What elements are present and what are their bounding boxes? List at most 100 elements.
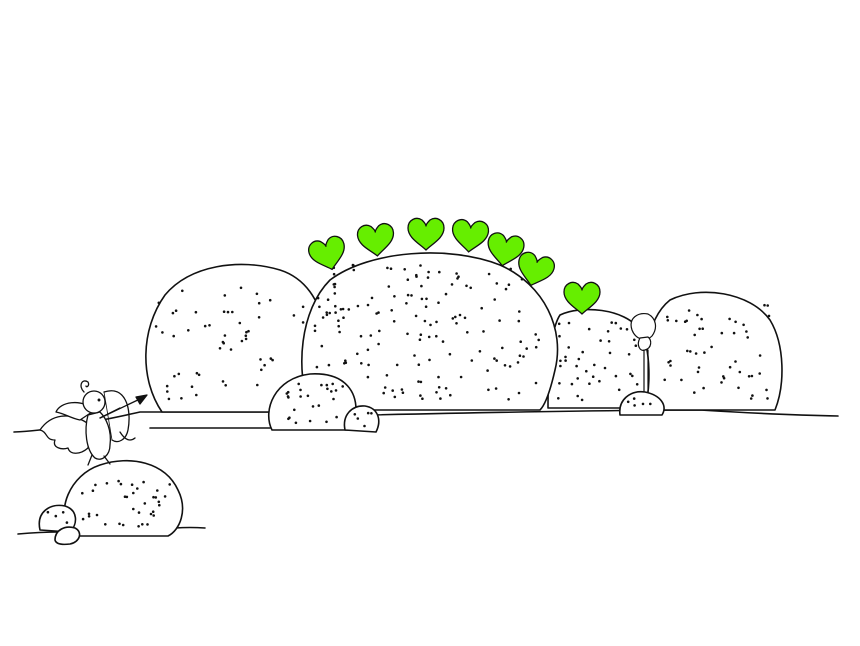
texture-dot [331,382,335,386]
texture-dot [427,335,431,339]
texture-dot [487,272,491,276]
texture-dot [439,397,442,400]
texture-dot [154,496,158,499]
texture-dot [421,397,424,401]
texture-dot [598,379,601,383]
texture-dot [294,421,298,425]
texture-dot [663,378,666,382]
texture-dot [311,405,315,408]
texture-dot [465,284,468,288]
texture-dot [591,375,595,379]
texture-dot [146,523,149,526]
texture-dot [149,512,153,516]
texture-dot [158,503,161,507]
texture-dot [119,482,123,486]
texture-dot [710,345,713,349]
texture-dot [271,358,274,362]
texture-dot [136,487,139,490]
texture-dot [525,347,528,350]
texture-dot [244,334,248,338]
texture-dot [456,277,459,280]
texture-dot [487,388,490,392]
texture-dot [173,374,176,378]
texture-dot [635,383,639,386]
texture-dot [297,382,301,386]
texture-dot [157,500,161,504]
texture-dot [742,323,745,327]
bush-right [643,291,783,411]
texture-dot [87,515,91,518]
texture-dot [498,319,501,322]
texture-dot [627,353,631,356]
texture-dot [435,391,438,394]
texture-dot [260,368,263,372]
texture-dot [390,309,394,312]
texture-dot [463,316,467,320]
texture-dot [221,340,225,344]
texture-dot [559,359,562,363]
texture-dot [693,333,696,337]
heart-2 [356,223,395,257]
texture-dot [417,380,420,383]
texture-dot [167,397,171,401]
texture-dot [406,332,409,336]
texture-dot [356,352,359,356]
texture-dot [451,317,455,320]
texture-dot [738,370,742,374]
texture-dot [437,375,440,379]
texture-dot [632,397,636,400]
texture-dot [123,495,127,499]
texture-dot [419,380,423,384]
bush-tiny-front [343,405,380,433]
texture-dot [366,348,370,352]
texture-dot [325,313,329,317]
texture-dot [130,483,134,487]
texture-dot [593,363,596,367]
texture-dot [356,304,360,308]
texture-dot [363,424,366,428]
texture-dot [588,382,591,386]
texture-dot [435,334,438,338]
peeking-figure [630,313,657,393]
texture-dot [259,358,262,361]
texture-dot [558,382,561,385]
texture-dot [614,374,618,378]
texture-dot [425,297,428,301]
texture-dot [118,522,121,526]
texture-dot [338,330,341,334]
texture-dot [419,264,422,267]
texture-dot [330,390,333,393]
texture-dot [626,400,630,404]
texture-dot [91,489,95,493]
texture-dot [606,330,610,333]
texture-dot [367,363,370,367]
texture-dot [667,361,670,364]
texture-dot [152,514,155,517]
texture-dot [223,334,227,337]
texture-dot [517,391,521,395]
texture-dot [177,372,181,376]
texture-dot [633,338,636,342]
texture-dot [391,389,395,392]
texture-dot [143,502,147,505]
texture-dot [165,384,169,388]
texture-dot [341,385,345,388]
texture-dot [765,388,768,392]
texture-dot [344,361,348,365]
texture-dot [482,330,485,333]
texture-dot [610,321,613,324]
texture-dot [299,395,302,398]
heart-1 [308,235,345,271]
texture-dot [377,311,380,314]
bush-left [145,263,331,413]
texture-dot [420,284,423,288]
texture-dot [400,388,404,391]
texture-dot [370,296,374,300]
texture-dot [766,397,769,400]
texture-dot [239,286,243,290]
texture-dot [328,311,332,315]
texture-dot [581,350,584,354]
texture-dot [478,350,482,353]
texture-dot [326,387,329,391]
texture-dot [534,333,537,336]
